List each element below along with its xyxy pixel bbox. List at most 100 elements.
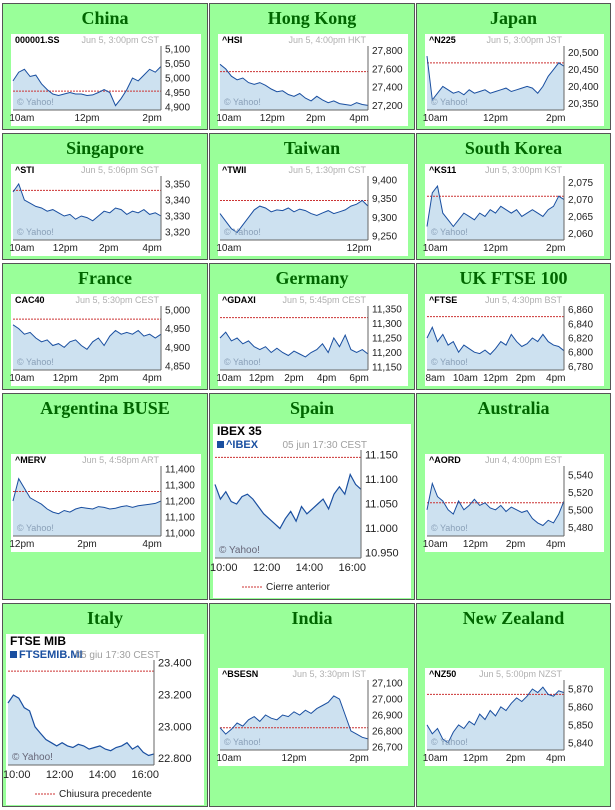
yahoo-watermark: © Yahoo! — [431, 97, 468, 107]
x-tick-label: 12pm — [9, 539, 34, 550]
y-tick-label: 5,500 — [568, 505, 593, 516]
yahoo-watermark: © Yahoo! — [17, 523, 54, 533]
yahoo-watermark: © Yahoo! — [12, 752, 53, 763]
series-area — [215, 474, 361, 558]
region-title: India — [291, 608, 333, 628]
x-tick-label: 4pm — [142, 373, 161, 384]
series-line — [7, 694, 155, 757]
series-line — [12, 477, 162, 515]
chart-background — [6, 634, 204, 805]
y-tick-label: 11,150 — [372, 363, 402, 374]
y-tick-label: 3,350 — [165, 180, 190, 191]
timestamp-label: Jun 5, 5:06pm SGT — [81, 165, 160, 175]
x-tick-label: 10am — [423, 243, 448, 254]
chart-svg: ^BSESN Jun 5, 3:30pm IST 27,100 27,000 26,90… — [216, 668, 408, 766]
x-tick-label: 10am — [216, 373, 241, 384]
x-tick-label: 4pm — [546, 373, 565, 384]
cell-south-korea: South Korea ^KS11 Jun 5, 3:00pm KST 2,075 2,… — [416, 133, 611, 260]
x-tick-label: 2pm — [99, 373, 118, 384]
y-tick-label: 3,320 — [165, 228, 190, 239]
series-area — [427, 186, 564, 240]
y-tick-label: 4,950 — [165, 88, 190, 99]
y-tick-label: 5,870 — [568, 684, 593, 695]
cell-spain: Spain IBEX 35 ^IBEX 05 jun 17:30 CEST 11.150… — [209, 393, 415, 600]
yahoo-watermark: © Yahoo! — [219, 545, 260, 556]
y-tick-label: 20,400 — [568, 82, 599, 93]
symbol-label: ^FTSE — [429, 295, 457, 305]
y-tick-label: 5,860 — [568, 702, 593, 713]
series-area — [220, 64, 368, 110]
y-tick-label: 2,070 — [568, 195, 593, 206]
x-tick-label: 10am — [423, 113, 448, 124]
y-tick-label: 3,340 — [165, 196, 190, 207]
y-tick-label: 10.950 — [365, 548, 399, 560]
timestamp-label: Jun 5, 4:30pm BST — [485, 295, 563, 305]
x-tick-label: 2pm — [77, 539, 96, 550]
cell-singapore: Singapore ^STI Jun 5, 5:06pm SGT 3,350 3,340… — [2, 133, 208, 260]
timestamp-label: Jun 4, 4:00pm EST — [485, 455, 563, 465]
region-title: UK FTSE 100 — [459, 268, 568, 288]
chart-background — [425, 34, 604, 126]
timestamp-label: 05 giu 17:30 CEST — [76, 650, 161, 661]
y-tick-label: 5,000 — [165, 74, 190, 85]
y-tick-label: 5,540 — [568, 470, 593, 481]
cell-hong-kong: Hong Kong ^HSI Jun 5, 4:00pm HKT 27,800 27,6… — [209, 3, 415, 130]
y-tick-label: 5,520 — [568, 488, 593, 499]
series-line — [219, 63, 369, 106]
series-area — [427, 327, 564, 370]
y-tick-label: 11,250 — [372, 334, 402, 345]
x-tick-label: 10:00 — [210, 562, 238, 574]
y-tick-label: 27,100 — [372, 679, 403, 690]
chart-title: FTSE MIB — [10, 634, 66, 648]
x-tick-label: 10am — [216, 753, 241, 764]
x-tick-label: 12pm — [53, 373, 78, 384]
chart-title: IBEX 35 — [217, 424, 262, 438]
chart-background — [218, 34, 408, 126]
y-tick-label: 4,900 — [165, 343, 190, 354]
x-tick-label: 2pm — [506, 539, 525, 550]
series-area — [220, 695, 368, 750]
yahoo-watermark: © Yahoo! — [431, 357, 468, 367]
y-tick-label: 11.100 — [365, 474, 398, 486]
region-title: China — [81, 8, 129, 28]
yahoo-watermark: © Yahoo! — [431, 523, 468, 533]
x-tick-label: 12pm — [260, 113, 285, 124]
chart-svg: ^HSI Jun 5, 4:00pm HKT 27,800 27,600 27,400 2… — [216, 34, 408, 126]
x-tick-label: 6pm — [349, 373, 368, 384]
timestamp-label: Jun 5, 3:00pm KST — [485, 165, 563, 175]
y-tick-label: 20,500 — [568, 48, 599, 59]
x-tick-label: 16:00 — [131, 769, 159, 781]
y-tick-label: 9,300 — [372, 213, 397, 224]
y-tick-label: 11,350 — [372, 304, 402, 315]
timestamp-label: Jun 5, 4:00pm HKT — [288, 35, 366, 45]
series-line — [12, 324, 162, 350]
y-tick-label: 9,350 — [372, 194, 397, 205]
x-tick-label: 2pm — [349, 753, 368, 764]
yahoo-watermark: © Yahoo! — [224, 97, 261, 107]
series-area — [13, 184, 161, 240]
y-tick-label: 5,100 — [165, 44, 190, 55]
x-tick-label: 16:00 — [338, 562, 366, 574]
x-tick-label: 10am — [423, 539, 448, 550]
chart-svg: CAC40 Jun 5, 5:30pm CEST 5,000 4,950 4,900 4,… — [9, 294, 201, 386]
x-tick-label: 12pm — [463, 753, 488, 764]
series-line — [426, 481, 565, 527]
y-tick-label: 26,700 — [372, 742, 403, 753]
y-tick-label: 5,850 — [568, 720, 593, 731]
chart-background — [425, 164, 604, 256]
symbol-label: ^GDAXI — [222, 295, 256, 305]
x-tick-label: 10am — [9, 113, 34, 124]
chart-svg: ^KS11 Jun 5, 3:00pm KST 2,075 2,070 2,065 2,0… — [423, 164, 604, 256]
symbol-label: ^TWII — [222, 165, 246, 175]
series-area — [220, 200, 368, 240]
x-tick-label: 2pm — [306, 113, 325, 124]
timestamp-label: Jun 5, 5:00pm NZST — [479, 669, 563, 679]
legend-label: Chiusura precedente — [59, 789, 152, 800]
timestamp-label: Jun 5, 4:58pm ART — [82, 455, 159, 465]
x-tick-label: 4pm — [142, 539, 161, 550]
y-tick-label: 6,820 — [568, 334, 593, 345]
chart-svg: ^STI Jun 5, 5:06pm SGT 3,350 3,340 3,330 3,32… — [9, 164, 201, 256]
series-line — [219, 695, 369, 740]
timestamp-label: Jun 5, 5:45pm CEST — [282, 295, 366, 305]
yahoo-watermark: © Yahoo! — [17, 357, 54, 367]
